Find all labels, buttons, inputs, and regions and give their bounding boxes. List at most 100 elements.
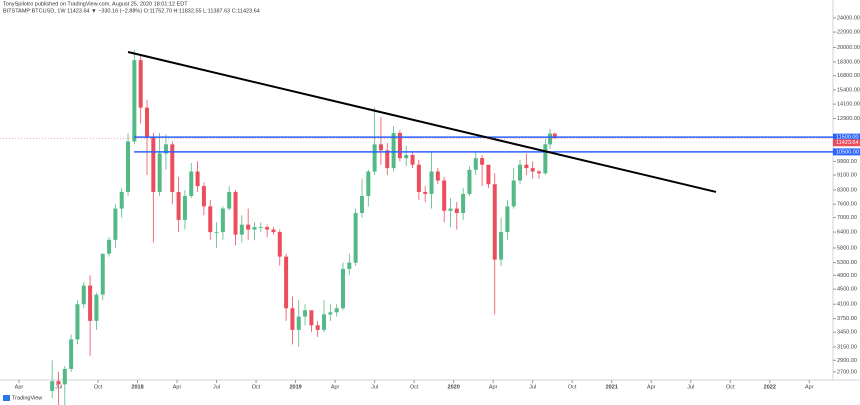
- candle-body: [435, 171, 440, 181]
- candle-body: [328, 312, 333, 315]
- candle-body: [473, 158, 478, 170]
- y-tick-label: 2700.00: [837, 369, 857, 375]
- candle-body: [132, 60, 137, 142]
- candle-body: [486, 164, 491, 185]
- y-tick-label: 15400.00: [837, 87, 860, 93]
- candle-body: [100, 253, 105, 295]
- candle-body: [214, 232, 219, 233]
- y-tick-label: 8300.00: [837, 187, 857, 193]
- candle-body: [552, 133, 557, 139]
- candle-body: [75, 304, 80, 340]
- candle-body: [416, 164, 421, 192]
- y-tick-label: 6400.00: [837, 230, 857, 236]
- candle-body: [56, 381, 61, 385]
- candle-body: [511, 180, 516, 207]
- y-tick-label: 12900.00: [837, 116, 860, 122]
- candle-body: [378, 144, 383, 151]
- trendline: [127, 51, 717, 193]
- candle-body: [353, 213, 358, 263]
- candle-body: [397, 132, 402, 159]
- candle-body: [480, 158, 485, 165]
- x-tick-label: Jul: [371, 384, 378, 390]
- candle-body: [138, 60, 143, 108]
- y-tick-label: 24000.00: [837, 15, 860, 21]
- candle-body: [265, 227, 270, 230]
- candle-body: [448, 208, 453, 211]
- candle-body: [208, 206, 213, 233]
- candle-body: [499, 232, 504, 260]
- y-tick-label: 3750.00: [837, 316, 857, 322]
- y-tick-label: 3450.00: [837, 330, 857, 336]
- candle-body: [334, 308, 339, 313]
- candle-body: [548, 133, 553, 145]
- candle-body: [454, 208, 459, 214]
- price-tag-label: 11500.00: [836, 135, 859, 141]
- candle-body: [366, 171, 371, 196]
- candle-body: [461, 193, 466, 214]
- candle-body: [530, 168, 535, 172]
- last-price-tag: [833, 139, 860, 147]
- candle-body: [296, 316, 301, 330]
- candle-body: [303, 310, 308, 317]
- x-tick-label: Oct: [94, 384, 103, 390]
- x-tick-label: Apr: [647, 384, 656, 390]
- candle-body: [88, 285, 93, 321]
- candle-body: [258, 227, 263, 228]
- y-tick-label: 4900.00: [837, 273, 857, 279]
- candle-body: [524, 164, 529, 169]
- y-tick-label: 7000.00: [837, 215, 857, 221]
- y-tick-label: 9100.00: [837, 173, 857, 179]
- candle-body: [233, 191, 238, 235]
- x-tick-label: Jul: [213, 384, 220, 390]
- candle-body: [347, 262, 352, 269]
- candle-body: [252, 227, 257, 230]
- x-tick-label: 2022: [764, 384, 776, 390]
- price-tag: [833, 133, 860, 141]
- logo: [3, 395, 10, 401]
- candle-body: [145, 107, 149, 138]
- chart-title: TonySpilotro published on TradingView.co…: [3, 1, 188, 7]
- x-tick-label: Apr: [15, 384, 24, 390]
- candle-body: [537, 171, 541, 174]
- price-tag-label: 10500.00: [836, 149, 859, 155]
- x-tick-label: Oct: [252, 384, 261, 390]
- x-tick-label: Jul: [687, 384, 694, 390]
- candle-body: [246, 224, 251, 230]
- footer: TradingView: [12, 395, 42, 401]
- candle-body: [309, 310, 314, 326]
- candle-body: [467, 169, 472, 194]
- candle-body: [385, 150, 390, 169]
- y-tick-label: 20000.00: [837, 45, 860, 51]
- candle-body: [126, 141, 131, 192]
- candle-body: [442, 180, 447, 211]
- candle-body: [151, 137, 156, 192]
- y-tick-label: 2900.00: [837, 358, 857, 364]
- y-tick-label: 4500.00: [837, 287, 857, 293]
- candle-body: [195, 171, 200, 187]
- candle-body: [220, 208, 225, 233]
- candle-body: [277, 232, 282, 257]
- y-tick-label: 7600.00: [837, 202, 857, 208]
- candle-body: [315, 325, 320, 330]
- candle-body: [271, 229, 276, 233]
- candle-body: [322, 314, 327, 330]
- candle-body: [359, 195, 364, 214]
- y-tick-label: 3150.00: [837, 344, 857, 350]
- candle-body: [341, 268, 345, 309]
- candle-body: [62, 368, 67, 385]
- candle-body: [492, 184, 497, 260]
- x-tick-label: Oct: [726, 384, 735, 390]
- y-tick-label: 9900.00: [837, 159, 857, 165]
- y-tick-label: 14100.00: [837, 102, 860, 108]
- x-tick-label: Jul: [529, 384, 536, 390]
- candle-body: [410, 154, 415, 165]
- x-tick-label: 2020: [448, 384, 460, 390]
- candle-body: [94, 294, 99, 321]
- candle-body: [176, 191, 181, 220]
- y-tick-label: 5800.00: [837, 245, 857, 251]
- chart-subtitle: BITSTAMP:BTCUSD, 1W 11423.64 ▼ −330.16 (…: [3, 8, 260, 14]
- x-tick-label: 2019: [289, 384, 301, 390]
